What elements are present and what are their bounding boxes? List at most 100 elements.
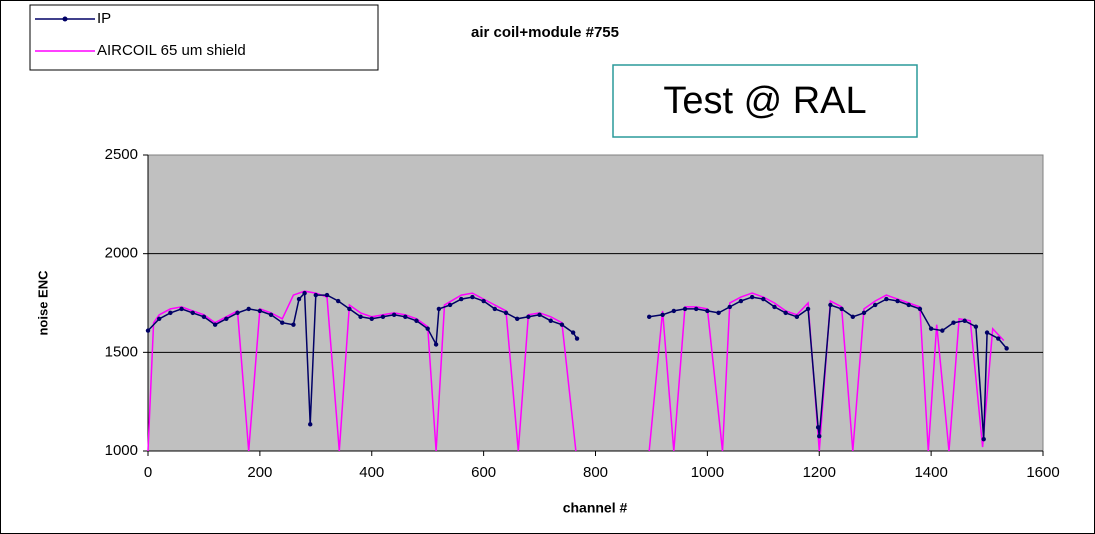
marker (705, 308, 710, 314)
marker (268, 312, 274, 318)
marker (861, 310, 867, 316)
y-tick-label: 1500 (105, 343, 138, 360)
marker (962, 318, 967, 323)
marker (783, 310, 788, 316)
marker (537, 312, 542, 318)
marker (433, 342, 439, 347)
marker (772, 304, 777, 310)
marker (984, 330, 990, 335)
marker (671, 308, 677, 314)
marker (291, 322, 296, 327)
marker (570, 330, 576, 335)
marker (1004, 346, 1009, 351)
marker (996, 336, 1001, 341)
marker (168, 310, 173, 316)
marker (280, 320, 285, 325)
marker (749, 294, 755, 300)
marker (660, 312, 665, 318)
y-axis-title: noise ENC (35, 270, 50, 336)
marker (828, 302, 833, 308)
marker (459, 296, 464, 302)
x-tick-label: 1200 (803, 464, 836, 481)
marker (906, 302, 911, 308)
legend-marker (62, 16, 68, 22)
marker (872, 302, 878, 308)
marker (201, 314, 207, 320)
marker (257, 308, 263, 314)
marker (447, 302, 453, 308)
marker (815, 425, 821, 430)
x-tick-label: 0 (144, 464, 152, 481)
legend-label: IP (97, 10, 111, 27)
legend-label: AIRCOIL 65 um shield (97, 42, 246, 59)
x-tick-label: 800 (583, 464, 608, 481)
marker (492, 306, 498, 312)
marker (548, 318, 553, 323)
marker (308, 422, 313, 427)
marker (727, 304, 732, 310)
x-tick-label: 600 (471, 464, 496, 481)
marker (514, 316, 520, 321)
x-axis-title: channel # (563, 500, 628, 516)
marker (190, 310, 195, 316)
marker (850, 314, 856, 320)
y-tick-label: 2500 (105, 146, 138, 163)
marker (246, 306, 251, 312)
annotation: Test @ RAL (663, 80, 866, 122)
x-tick-label: 400 (359, 464, 384, 481)
marker (313, 292, 319, 298)
marker (693, 306, 699, 312)
marker (716, 310, 721, 316)
marker (682, 306, 688, 312)
marker (156, 316, 162, 321)
marker (324, 292, 330, 298)
marker (559, 322, 565, 327)
x-tick-label: 1000 (691, 464, 724, 481)
marker (738, 298, 744, 304)
marker (414, 318, 419, 323)
marker (302, 290, 307, 296)
y-tick-label: 2000 (105, 245, 138, 262)
annotation-box (612, 64, 918, 138)
marker (973, 324, 979, 329)
x-tick-label: 1400 (914, 464, 947, 481)
marker (647, 314, 652, 320)
marker (481, 298, 486, 304)
marker (895, 298, 900, 304)
marker (380, 314, 386, 320)
marker (839, 306, 844, 312)
marker (917, 306, 923, 312)
marker (369, 316, 374, 321)
marker (470, 294, 475, 300)
marker (358, 314, 363, 320)
marker (335, 298, 341, 304)
chart-title: air coil+module #755 (471, 24, 619, 41)
marker (574, 336, 580, 341)
marker (212, 322, 218, 327)
marker (425, 326, 430, 331)
x-tick-label: 1600 (1026, 464, 1059, 481)
x-tick-label: 200 (247, 464, 272, 481)
marker (940, 328, 945, 333)
marker (526, 314, 531, 320)
marker (347, 306, 352, 312)
marker (391, 312, 397, 318)
marker (235, 310, 240, 316)
marker (884, 296, 889, 302)
marker (817, 434, 822, 439)
legend (29, 4, 379, 71)
marker (436, 306, 442, 312)
marker (403, 314, 408, 320)
marker (951, 320, 956, 325)
marker (179, 306, 184, 312)
marker (981, 436, 986, 442)
marker (296, 296, 302, 302)
marker (928, 326, 934, 331)
marker (224, 316, 229, 321)
marker (805, 306, 811, 312)
marker (761, 296, 766, 302)
marker (503, 310, 509, 316)
marker (794, 314, 800, 320)
plot-area (147, 154, 1044, 452)
